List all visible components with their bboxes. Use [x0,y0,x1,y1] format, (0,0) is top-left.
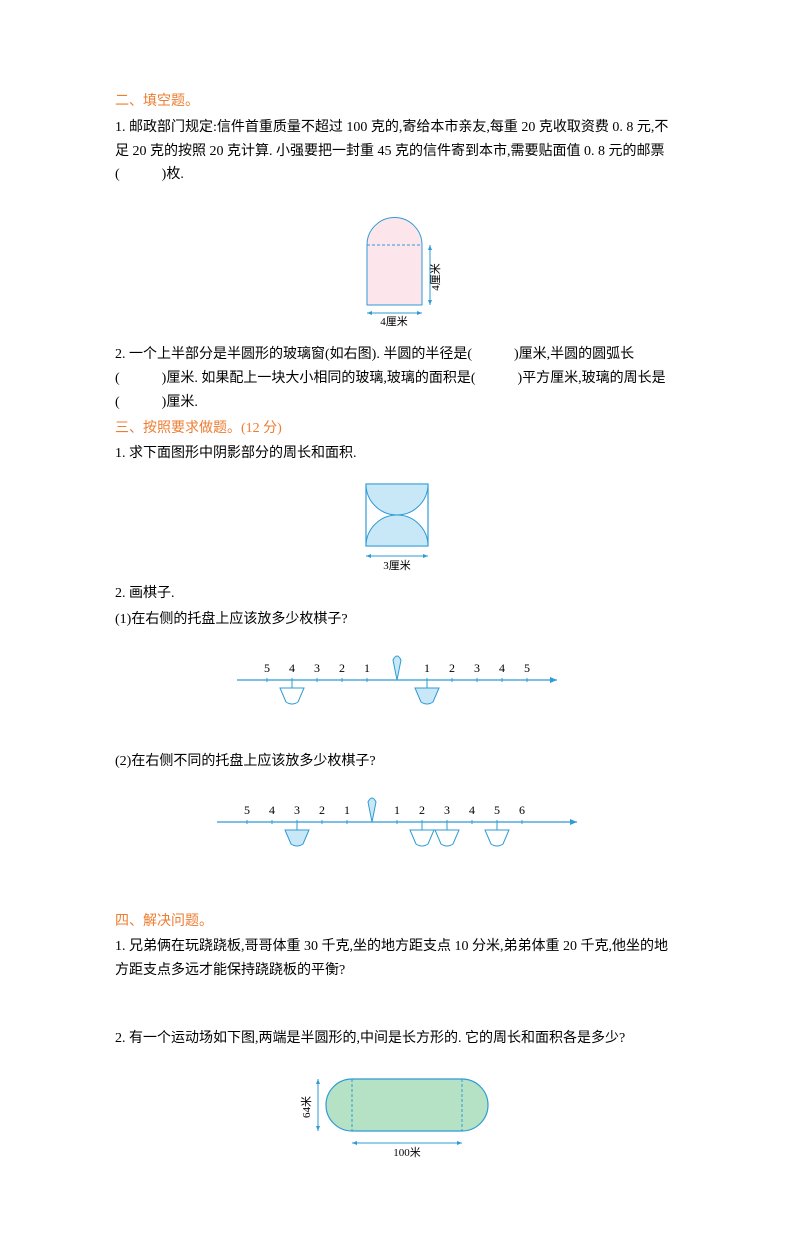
shadow-figure: 3厘米 [337,474,457,574]
s3-fig1: 3厘米 [115,474,678,574]
section3-heading: 三、按照要求做题。(12 分) [115,417,678,441]
svg-text:1: 1 [394,803,400,817]
s3-q1: 1. 求下面图形中阴影部分的周长和面积. [115,442,678,466]
svg-text:2: 2 [449,661,455,675]
window-figure: 4厘米 4厘米 [327,195,467,335]
svg-text:5: 5 [244,803,250,817]
balance2: 5 4 3 2 1 1 2 3 4 5 6 [115,782,678,862]
balance1-svg: 5 4 3 2 1 1 2 3 4 5 [207,640,587,720]
dim-4cm-h: 4厘米 [429,263,442,291]
svg-text:2: 2 [319,803,325,817]
balance1: 5 4 3 2 1 1 2 3 4 5 [115,640,678,720]
s2-fig1: 4厘米 4厘米 [115,195,678,335]
svg-text:3: 3 [474,661,480,675]
dim-100m: 100米 [393,1146,421,1159]
svg-text:2: 2 [419,803,425,817]
svg-text:1: 1 [364,661,370,675]
dim-4cm-w: 4厘米 [380,315,408,328]
svg-text:4: 4 [469,803,475,817]
svg-text:4: 4 [289,661,295,675]
svg-text:1: 1 [424,661,430,675]
dim-3cm: 3厘米 [383,559,411,572]
svg-text:3: 3 [314,661,320,675]
s4-q1: 1. 兄弟俩在玩跷跷板,哥哥体重 30 千克,坐的地方距支点 10 分米,弟弟体… [115,935,678,983]
track-figure: 64米 100米 [115,1059,678,1169]
section4-heading: 四、解决问题。 [115,910,678,934]
balance2-svg: 5 4 3 2 1 1 2 3 4 5 6 [187,782,607,862]
svg-text:4: 4 [499,661,505,675]
svg-text:2: 2 [339,661,345,675]
s3-q2: 2. 画棋子. [115,582,678,606]
s3-q2b: (2)在右侧不同的托盘上应该放多少枚棋子? [115,750,678,774]
svg-text:3: 3 [444,803,450,817]
svg-text:4: 4 [269,803,275,817]
section2-heading: 二、填空题。 [115,90,678,114]
s4-q2: 2. 有一个运动场如下图,两端是半圆形的,中间是长方形的. 它的周长和面积各是多… [115,1027,678,1051]
svg-text:1: 1 [344,803,350,817]
svg-text:5: 5 [524,661,530,675]
track-svg: 64米 100米 [282,1059,512,1169]
s3-q2a: (1)在右侧的托盘上应该放多少枚棋子? [115,608,678,632]
svg-text:6: 6 [519,803,525,817]
svg-text:5: 5 [494,803,500,817]
dim-64m: 64米 [300,1096,313,1118]
svg-text:3: 3 [294,803,300,817]
s2-q2: 2. 一个上半部分是半圆形的玻璃窗(如右图). 半圆的半径是( )厘米,半圆的圆… [115,343,678,414]
svg-text:5: 5 [264,661,270,675]
s2-q1: 1. 邮政部门规定:信件首重质量不超过 100 克的,寄给本市亲友,每重 20 … [115,116,678,187]
